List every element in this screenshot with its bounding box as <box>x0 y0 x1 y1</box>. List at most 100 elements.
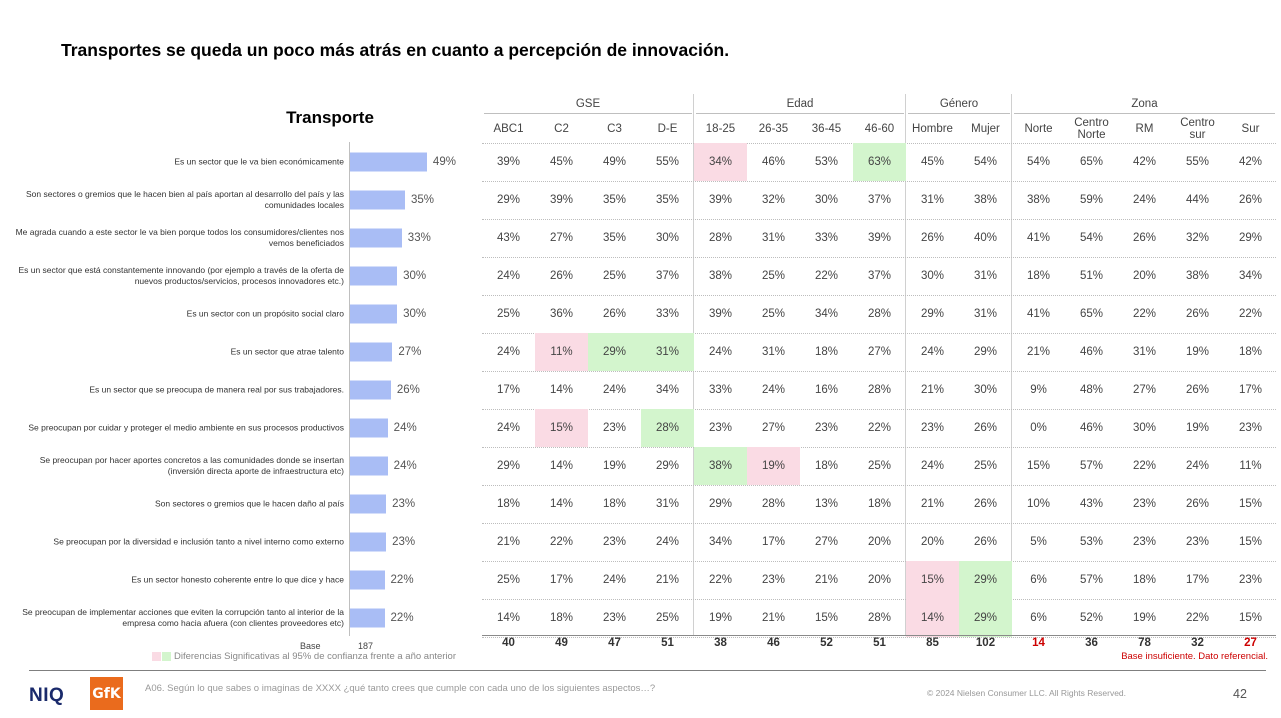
base-value: 47 <box>608 637 621 649</box>
table-cell: 31% <box>1132 346 1157 358</box>
table-cell: 53% <box>1079 536 1104 548</box>
table-cell: 23% <box>1132 498 1157 510</box>
chart-title: Transporte <box>286 108 374 127</box>
table-cell: 6% <box>1030 574 1047 586</box>
table-cell: 15% <box>1238 498 1263 510</box>
table-cell: 39% <box>867 232 892 244</box>
row-divider <box>482 219 1276 220</box>
table-cell: 18% <box>1026 270 1051 282</box>
table-cell: 55% <box>1185 156 1210 168</box>
table-cell: 26% <box>549 270 574 282</box>
table-cell: 27% <box>814 536 839 548</box>
bar <box>350 266 398 286</box>
row-divider <box>482 371 1276 372</box>
table-cell: 23% <box>708 422 733 434</box>
table-cell: 16% <box>814 384 839 396</box>
table-cell: 22% <box>1185 612 1210 624</box>
table-cell: 39% <box>708 308 733 320</box>
legend-text: Diferencias Significativas al 95% de con… <box>174 651 456 662</box>
table-cell: 21% <box>1026 346 1051 358</box>
base-value: 52 <box>820 637 833 649</box>
table-cell: 34% <box>814 308 839 320</box>
table-cell: 42% <box>1238 156 1263 168</box>
table-cell: 14% <box>496 612 521 624</box>
base-value: 102 <box>975 637 996 649</box>
table-cell: 28% <box>708 232 733 244</box>
table-cell: 19% <box>602 460 627 472</box>
bar-value: 49% <box>432 156 456 168</box>
table-cell: 31% <box>973 270 998 282</box>
table-cell: 29% <box>1238 232 1263 244</box>
group-header: Edad <box>786 98 814 110</box>
table-cell: 57% <box>1079 460 1104 472</box>
row-label: Es un sector que se preocupa de manera r… <box>89 384 344 395</box>
table-cell: 20% <box>1132 270 1157 282</box>
table-cell: 55% <box>655 156 680 168</box>
table-cell: 35% <box>602 194 627 206</box>
table-cell: 42% <box>1132 156 1157 168</box>
table-cell: 31% <box>920 194 945 206</box>
table-cell: 29% <box>959 561 1012 599</box>
bar <box>350 342 393 362</box>
table-cell: 65% <box>1079 156 1104 168</box>
bar-value: 22% <box>390 574 414 586</box>
column-header: C3 <box>607 123 622 135</box>
bar <box>350 418 388 438</box>
table-cell: 14% <box>549 498 574 510</box>
table-cell: 24% <box>761 384 786 396</box>
table-cell: 24% <box>920 460 945 472</box>
table-cell: 21% <box>814 574 839 586</box>
table-cell: 36% <box>549 308 574 320</box>
table-cell: 46% <box>761 156 786 168</box>
table-cell: 65% <box>1079 308 1104 320</box>
table-cell: 23% <box>1238 574 1263 586</box>
row-divider <box>482 637 1276 638</box>
row-label: Es un sector que atrae talento <box>230 346 344 357</box>
table-cell: 38% <box>973 194 998 206</box>
table-cell: 23% <box>1185 536 1210 548</box>
row-label: Son sectores o gremios que le hacen bien… <box>26 189 344 210</box>
table-cell: 20% <box>867 574 892 586</box>
table-cell: 14% <box>549 460 574 472</box>
table-cell: 21% <box>496 536 521 548</box>
slide-title: Transportes se queda un poco más atrás e… <box>61 40 730 60</box>
table-cell: 10% <box>1026 498 1051 510</box>
table-cell: 5% <box>1030 536 1047 548</box>
niq-logo: NIQ <box>29 685 65 706</box>
table-cell: 43% <box>496 232 521 244</box>
table-cell: 17% <box>761 536 786 548</box>
base-value: 40 <box>502 637 515 649</box>
table-cell: 57% <box>1079 574 1104 586</box>
table-cell: 31% <box>761 346 786 358</box>
bar <box>350 608 385 628</box>
gfk-logo: GfK <box>90 677 123 710</box>
table-cell: 15% <box>906 561 959 599</box>
table-cell: 24% <box>920 346 945 358</box>
table-cell: 24% <box>602 384 627 396</box>
table-cell: 25% <box>496 308 521 320</box>
table-cell: 23% <box>814 422 839 434</box>
table-cell: 24% <box>496 270 521 282</box>
table-cell: 30% <box>1132 422 1157 434</box>
base-value: 51 <box>661 637 674 649</box>
table-cell: 29% <box>496 460 521 472</box>
table-cell: 38% <box>708 270 733 282</box>
base-total: 187 <box>358 641 374 651</box>
table-cell: 23% <box>920 422 945 434</box>
table-cell: 38% <box>1026 194 1051 206</box>
table-cell: 37% <box>867 194 892 206</box>
table-cell: 19% <box>1185 422 1210 434</box>
table-cell: 45% <box>549 156 574 168</box>
bar-value: 30% <box>403 270 427 282</box>
table-cell: 26% <box>1185 384 1210 396</box>
table-cell: 11% <box>535 333 588 371</box>
table-cell: 24% <box>602 574 627 586</box>
group-header-rule <box>908 113 1010 114</box>
column-header: Norte <box>1024 123 1053 135</box>
table-cell: 28% <box>867 384 892 396</box>
base-value: 36 <box>1085 637 1098 649</box>
table-cell: 26% <box>973 498 998 510</box>
table-cell: 18% <box>549 612 574 624</box>
group-header: Género <box>939 98 979 110</box>
table-cell: 17% <box>549 574 574 586</box>
